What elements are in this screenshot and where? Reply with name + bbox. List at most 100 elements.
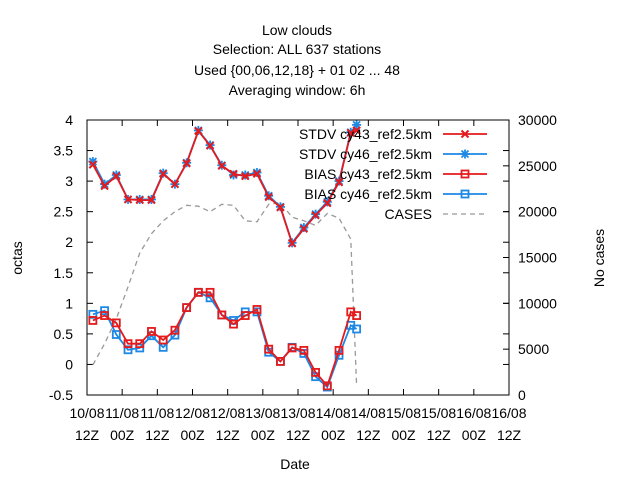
y2-tick-label: 0 <box>518 387 526 403</box>
x-tick-label: 00Z <box>110 427 135 443</box>
y2-tick-label: 15000 <box>518 250 557 266</box>
legend-entry: STDV cy43_ref2.5km <box>299 126 487 142</box>
series-line <box>92 291 358 388</box>
data-point <box>88 160 98 169</box>
data-point <box>135 195 144 205</box>
data-point <box>352 311 362 320</box>
data-point <box>240 311 250 320</box>
data-point <box>123 339 133 349</box>
series-line <box>92 291 358 389</box>
x-tick-label: 12Z <box>145 427 170 443</box>
x-tick-label: 16/08 <box>456 405 491 421</box>
data-point <box>193 287 203 297</box>
y-tick-label: 0.5 <box>54 326 74 342</box>
x-tick-label: 12/08 <box>175 405 210 421</box>
data-point <box>323 198 332 208</box>
data-point <box>147 195 156 205</box>
legend-marker <box>460 189 470 199</box>
x-tick-label: 00Z <box>462 427 487 443</box>
legend-marker <box>460 149 470 159</box>
data-point <box>346 128 355 138</box>
y-tick-label: 1.5 <box>54 265 74 281</box>
x-tick-label: 16/08 <box>491 405 526 421</box>
data-point <box>334 178 344 187</box>
axis-ticks: -0.5 0 0.5 1 1.5 2 2.5 3 3.5 4 0 5000 10000 15000 2000… <box>49 112 557 443</box>
y-tick-label: 2 <box>65 234 73 250</box>
y-axis-label: octas <box>9 241 25 274</box>
data-point <box>299 224 309 233</box>
data-point <box>147 327 156 336</box>
data-point <box>352 324 362 334</box>
data-point <box>135 339 145 349</box>
data-point <box>252 305 262 314</box>
legend-entry: BIAS cy43_ref2.5km <box>304 166 487 182</box>
data-point <box>205 141 215 150</box>
y2-tick-label: 30000 <box>518 112 557 128</box>
data-point <box>100 306 109 316</box>
title-line: Selection: ALL 637 stations <box>213 41 381 57</box>
data-point <box>158 169 168 178</box>
x-tick-label: 14/08 <box>351 405 386 421</box>
data-point <box>170 330 180 340</box>
chart-title: Low clouds Selection: ALL 637 stations Use… <box>194 22 400 98</box>
x-tick-label: 12/08 <box>210 405 245 421</box>
y-tick-label: 4 <box>65 112 73 128</box>
data-point <box>170 179 180 189</box>
data-point <box>194 126 203 136</box>
y2-tick-label: 10000 <box>518 295 557 311</box>
legend-label: STDV cy46_ref2.5km <box>299 146 432 162</box>
series-2 <box>88 287 362 391</box>
x-tick-label: 15/08 <box>421 405 456 421</box>
x-tick-label: 00Z <box>180 427 205 443</box>
y-tick-label: 3 <box>65 173 73 189</box>
data-point <box>100 311 109 320</box>
legend-entry: STDV cy46_ref2.5km <box>299 146 487 162</box>
x-tick-label: 12Z <box>497 427 522 443</box>
data-point <box>170 325 180 335</box>
data-point <box>241 172 250 181</box>
x-tick-label: 12Z <box>427 427 452 443</box>
legend-marker <box>460 169 470 179</box>
x-tick-label: 00Z <box>321 427 346 443</box>
data-point <box>264 344 274 354</box>
series-layer <box>88 120 362 392</box>
data-point <box>111 330 121 339</box>
legend-label: BIAS cy46_ref2.5km <box>304 186 432 202</box>
data-point <box>182 303 192 313</box>
title-line: Low clouds <box>262 22 332 38</box>
data-point <box>112 172 121 181</box>
data-point <box>264 192 273 202</box>
data-point <box>311 367 320 377</box>
x-tick-label: 12Z <box>216 427 241 443</box>
data-point <box>352 126 361 135</box>
data-point <box>287 343 297 353</box>
title-line: Averaging window: 6h <box>229 82 366 98</box>
x-tick-label: 12Z <box>286 427 311 443</box>
y-tick-label: 1 <box>65 295 73 311</box>
data-point <box>123 195 133 204</box>
legend-label: BIAS cy43_ref2.5km <box>304 166 432 182</box>
legend-label: STDV cy43_ref2.5km <box>299 126 432 142</box>
data-point <box>334 345 344 355</box>
series-line <box>92 124 358 245</box>
x-tick-label: 15/08 <box>386 405 421 421</box>
data-point <box>158 335 168 345</box>
data-point <box>287 239 297 248</box>
data-point <box>252 169 262 178</box>
data-point <box>311 211 320 220</box>
data-point <box>276 203 285 212</box>
y2-axis-label: No cases <box>591 229 607 287</box>
data-point <box>100 181 109 191</box>
y2-tick-label: 20000 <box>518 204 557 220</box>
title-line: Used {00,06,12,18} + 01 02 ... 48 <box>194 62 400 78</box>
series-4 <box>92 201 358 386</box>
series-0 <box>88 126 361 248</box>
legend-entry: CASES <box>385 206 487 222</box>
data-point <box>88 316 98 325</box>
legend-label: CASES <box>385 206 432 222</box>
legend: STDV cy43_ref2.5km STDV cy46_ref2.5km BIAS… <box>299 126 487 222</box>
legend-marker <box>460 129 470 139</box>
x-tick-label: 11/08 <box>105 405 139 421</box>
